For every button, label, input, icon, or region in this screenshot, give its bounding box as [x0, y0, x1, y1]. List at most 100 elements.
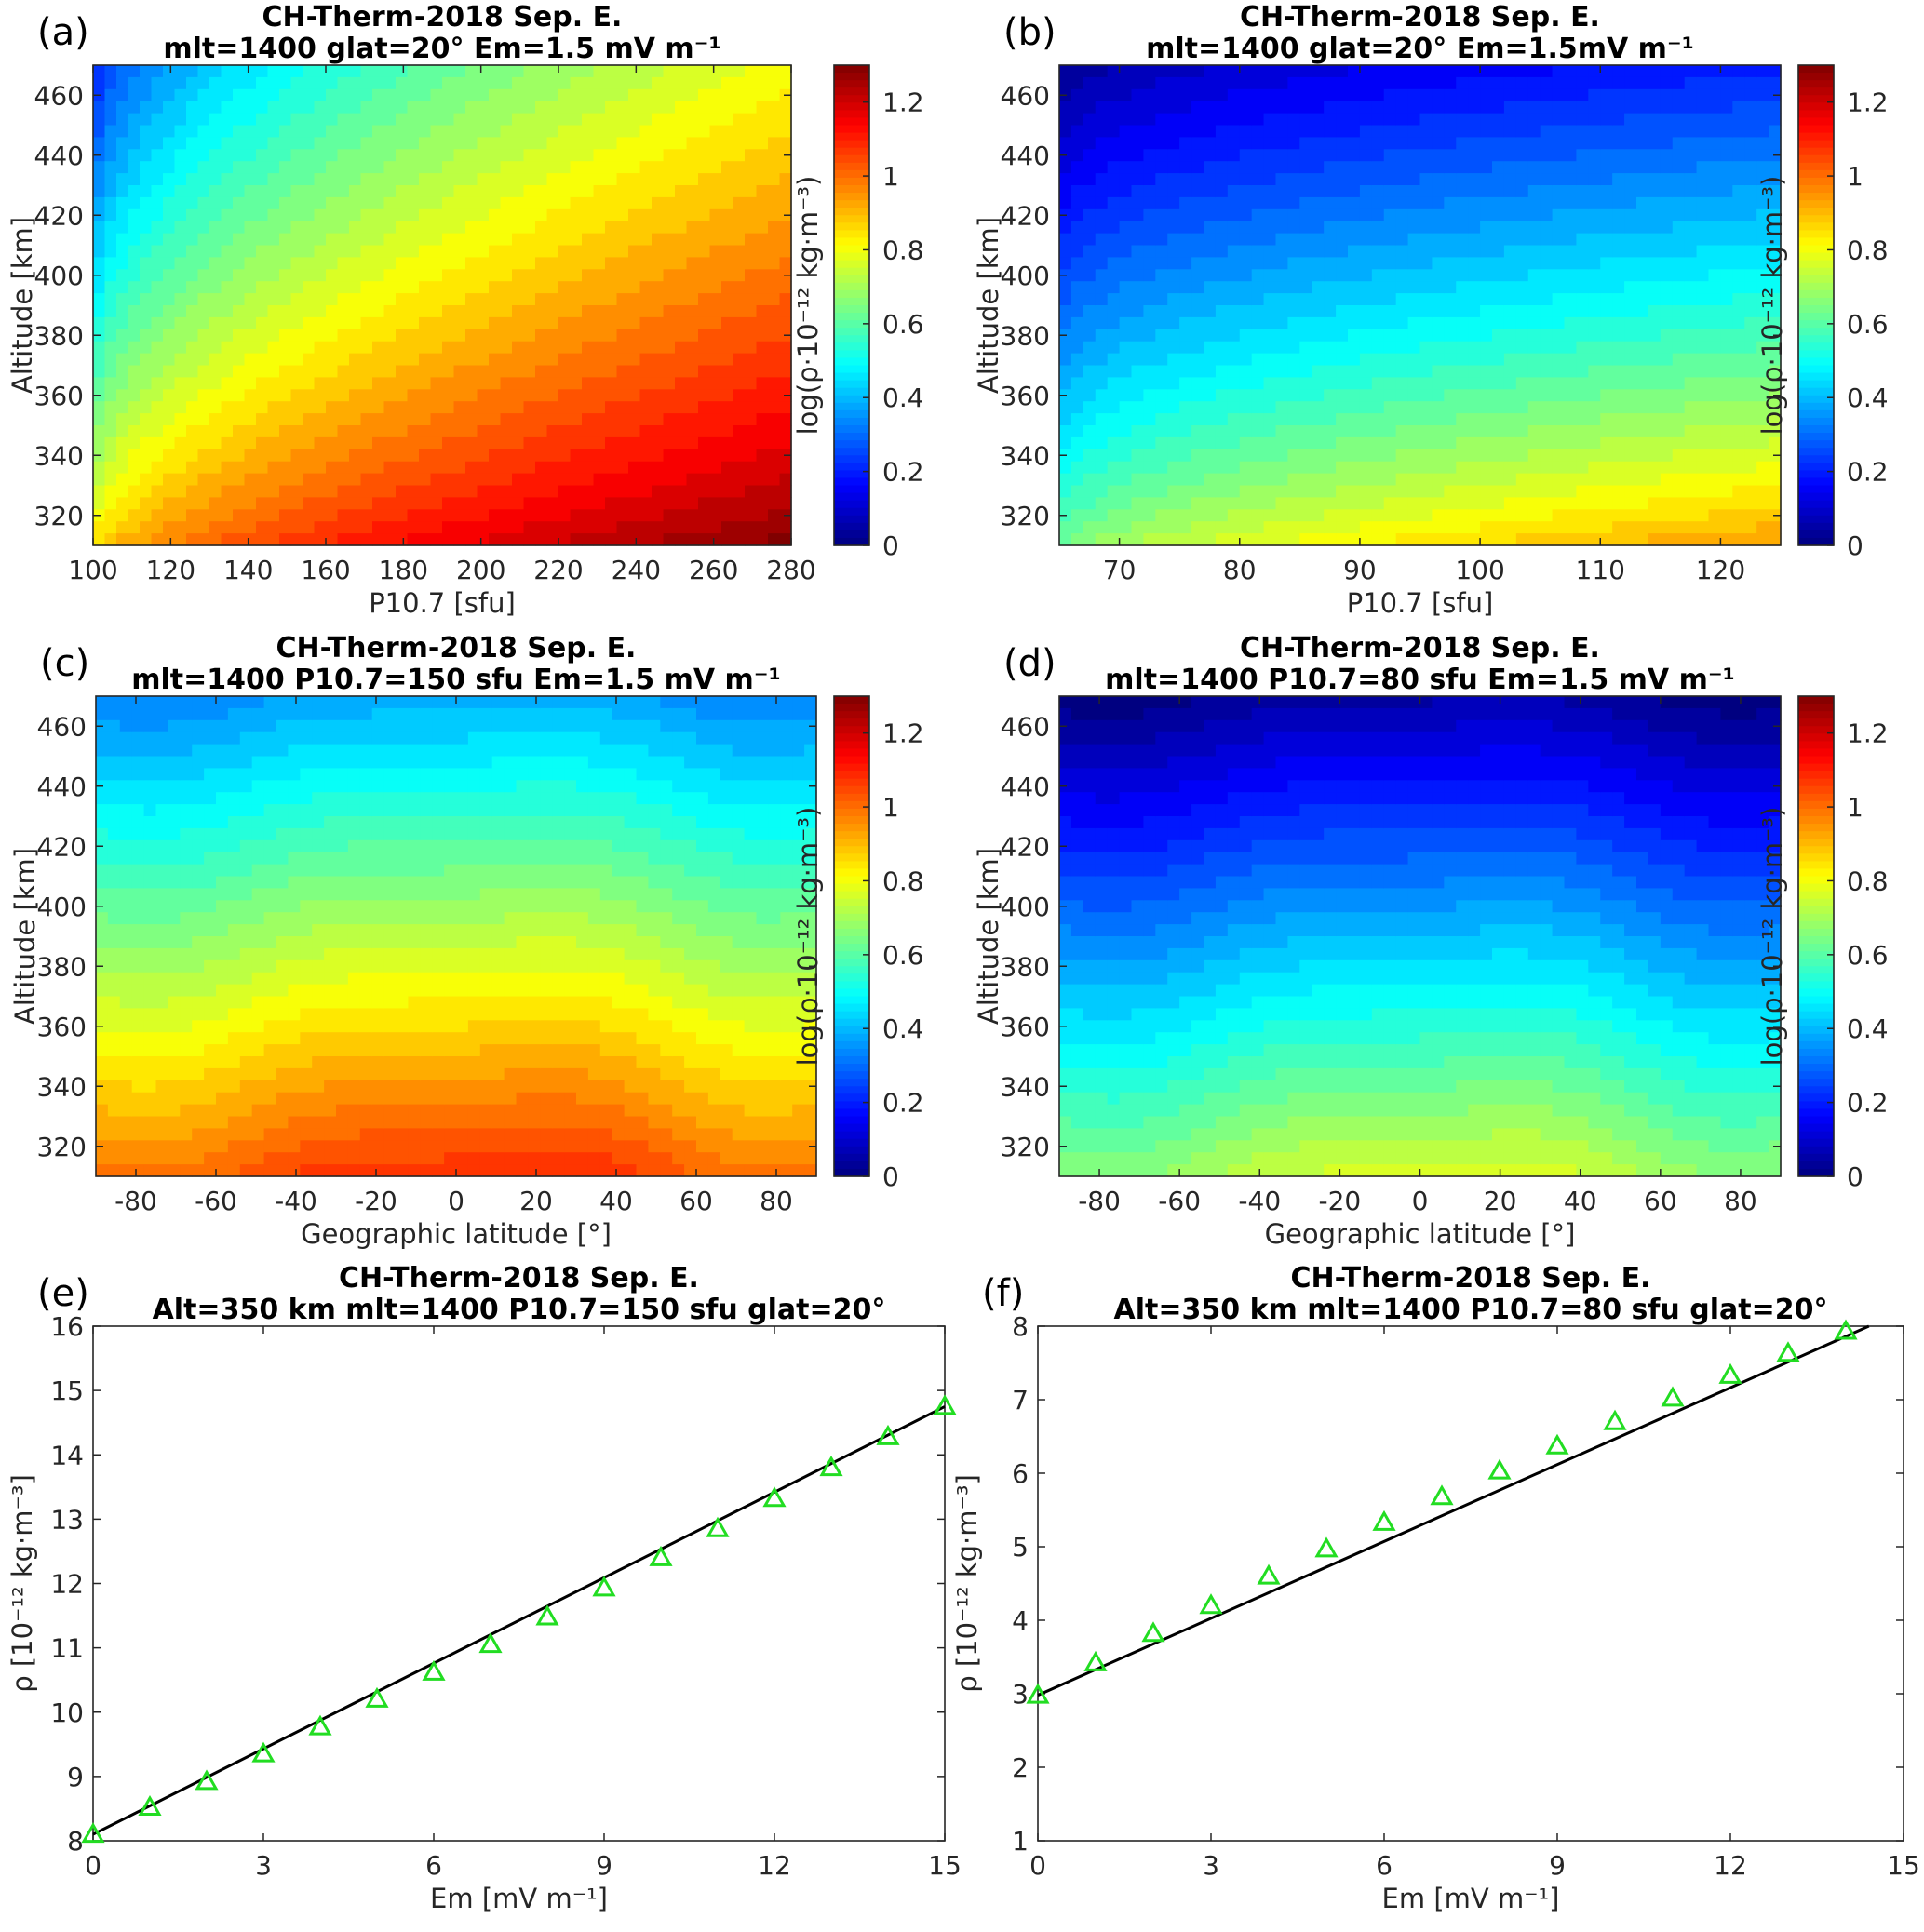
heatmap-cell [1540, 293, 1554, 306]
heatmap-cell [256, 196, 269, 210]
heatmap-cell [407, 245, 420, 258]
heatmap-cell [1624, 173, 1637, 186]
heatmap-cell [768, 353, 781, 367]
heatmap-cell [605, 173, 618, 186]
heatmap-cell [1407, 341, 1421, 355]
heatmap-cell [1756, 269, 1769, 282]
heatmap-cell [244, 377, 257, 390]
heatmap-cell [314, 161, 327, 174]
heatmap-cell [279, 233, 292, 247]
heatmap-cell [221, 245, 234, 258]
heatmap-cell [546, 161, 559, 174]
heatmap-cell [1059, 316, 1072, 330]
heatmap-cell [721, 316, 734, 330]
heatmap-cell [546, 305, 559, 318]
colorbar-label: log(ρ·10⁻¹² kg·m⁻³) [792, 176, 824, 436]
heatmap-cell [1336, 161, 1349, 174]
colorbar-segment [834, 169, 869, 179]
heatmap-cell [1564, 173, 1578, 186]
heatmap-cell [698, 173, 711, 186]
heatmap-cell [1708, 281, 1722, 294]
heatmap-cell [430, 257, 443, 270]
heatmap-cell [1167, 76, 1180, 90]
colorbar-segment [834, 395, 869, 404]
heatmap-cell [1456, 208, 1469, 222]
heatmap-cell [1371, 233, 1385, 247]
heatmap-cell [1468, 316, 1481, 330]
heatmap-cell [1191, 173, 1204, 186]
heatmap-cell [1275, 485, 1289, 498]
heatmap-cell [186, 149, 199, 162]
heatmap-cell [582, 449, 595, 463]
heatmap-cell [1636, 389, 1649, 402]
heatmap-cell [267, 196, 280, 210]
heatmap-cell [639, 377, 653, 390]
heatmap-cell [558, 425, 572, 438]
heatmap-cell [1215, 485, 1229, 498]
heatmap-cell [151, 533, 164, 546]
heatmap-cell [500, 293, 513, 306]
heatmap-cell [1468, 208, 1481, 222]
heatmap-cell [756, 208, 769, 222]
heatmap-cell [407, 316, 420, 330]
heatmap-cell [267, 401, 280, 414]
heatmap-cell [512, 161, 525, 174]
heatmap-cell [1744, 485, 1757, 498]
heatmap-cell [1275, 509, 1289, 522]
heatmap-cell [104, 257, 117, 270]
heatmap-cell [1167, 305, 1180, 318]
heatmap-cell [1131, 509, 1145, 522]
heatmap-cell [1275, 293, 1289, 306]
heatmap-cell [1492, 521, 1505, 534]
heatmap-cell [1263, 497, 1277, 510]
colorbar-tick-label: 0 [882, 530, 899, 561]
heatmap-cell [1299, 521, 1312, 534]
heatmap-cell [1287, 185, 1300, 198]
heatmap-cell [314, 329, 327, 342]
heatmap-cell [1769, 233, 1782, 247]
heatmap-cell [128, 353, 141, 367]
heatmap-cell [1131, 173, 1145, 186]
heatmap-cell [1540, 329, 1554, 342]
heatmap-cell [383, 245, 397, 258]
heatmap-cell [709, 461, 722, 475]
heatmap-cell [675, 196, 688, 210]
heatmap-cell [745, 185, 758, 198]
heatmap-cell [582, 113, 595, 127]
heatmap-cell [1432, 137, 1445, 150]
heatmap-cell [314, 76, 327, 90]
heatmap-cell [174, 305, 187, 318]
heatmap-cell [1444, 101, 1457, 114]
heatmap-cell [1600, 101, 1613, 114]
heatmap-cell [1708, 473, 1722, 487]
heatmap-cell [1480, 161, 1493, 174]
heatmap-cell [1395, 185, 1409, 198]
heatmap-cell [558, 353, 572, 367]
heatmap-cell [1527, 413, 1541, 426]
heatmap-cell [233, 305, 246, 318]
heatmap-cell [1179, 88, 1192, 102]
heatmap-cell [314, 316, 327, 330]
heatmap-cell [337, 377, 350, 390]
heatmap-cell [197, 377, 210, 390]
colorbar-segment [834, 185, 869, 194]
heatmap-cell [756, 413, 769, 426]
heatmap-cell [442, 125, 455, 138]
heatmap-cell [186, 245, 199, 258]
heatmap-cell [326, 281, 339, 294]
heatmap-cell [1540, 485, 1554, 498]
heatmap-cell [396, 101, 409, 114]
heatmap-cell [477, 449, 490, 463]
heatmap-cell [1119, 413, 1133, 426]
heatmap-cell [396, 401, 409, 414]
heatmap-cell [1419, 521, 1433, 534]
heatmap-cell [442, 413, 455, 426]
heatmap-cell [197, 365, 210, 378]
heatmap-cell [1444, 341, 1457, 355]
colorbar-segment [1798, 237, 1834, 247]
heatmap-cell [1648, 76, 1662, 90]
heatmap-cell [1179, 125, 1192, 138]
heatmap-cell [465, 401, 478, 414]
heatmap-cell [303, 389, 316, 402]
heatmap-cell [1395, 113, 1409, 127]
